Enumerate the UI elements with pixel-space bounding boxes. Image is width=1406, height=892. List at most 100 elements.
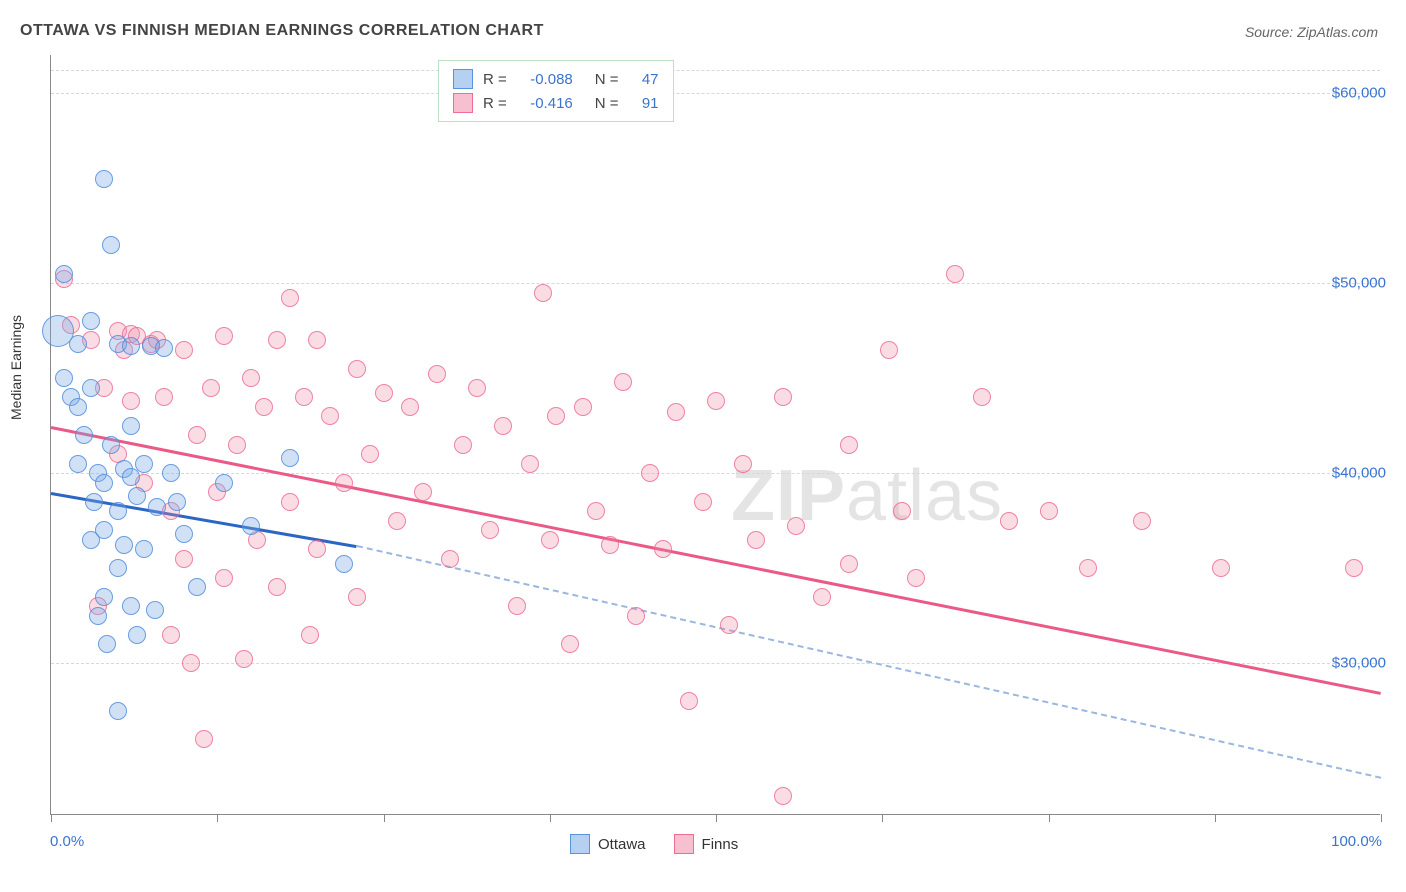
scatter-point (255, 398, 273, 416)
scatter-point (69, 398, 87, 416)
scatter-point (494, 417, 512, 435)
scatter-point (55, 265, 73, 283)
scatter-point (1079, 559, 1097, 577)
scatter-point (188, 578, 206, 596)
scatter-point (1133, 512, 1151, 530)
legend-item-ottawa: Ottawa (570, 834, 646, 854)
scatter-point (128, 487, 146, 505)
scatter-point (215, 327, 233, 345)
scatter-point (641, 464, 659, 482)
scatter-point (946, 265, 964, 283)
scatter-point (813, 588, 831, 606)
scatter-point (135, 455, 153, 473)
scatter-point (1345, 559, 1363, 577)
swatch-pink-icon (453, 93, 473, 113)
chart-title: OTTAWA VS FINNISH MEDIAN EARNINGS CORREL… (20, 22, 544, 40)
scatter-point (162, 626, 180, 644)
scatter-point (893, 502, 911, 520)
scatter-point (122, 417, 140, 435)
scatter-point (109, 559, 127, 577)
scatter-point (348, 360, 366, 378)
scatter-point (281, 449, 299, 467)
scatter-point (335, 555, 353, 573)
scatter-point (98, 635, 116, 653)
scatter-point (521, 455, 539, 473)
scatter-point (454, 436, 472, 454)
scatter-point (587, 502, 605, 520)
y-tick-label: $50,000 (1332, 275, 1386, 292)
scatter-point (441, 550, 459, 568)
scatter-point (361, 445, 379, 463)
scatter-point (335, 474, 353, 492)
scatter-point (747, 531, 765, 549)
scatter-point (601, 536, 619, 554)
stats-r-label: R = (483, 95, 507, 112)
scatter-point (69, 335, 87, 353)
scatter-point (148, 498, 166, 516)
scatter-point (268, 578, 286, 596)
scatter-point (155, 339, 173, 357)
gridline (51, 283, 1380, 284)
stats-n-value: 91 (629, 95, 659, 112)
stats-r-value: -0.416 (517, 95, 573, 112)
scatter-point (880, 341, 898, 359)
y-tick-label: $40,000 (1332, 465, 1386, 482)
scatter-point (481, 521, 499, 539)
scatter-point (175, 341, 193, 359)
scatter-point (301, 626, 319, 644)
scatter-point (321, 407, 339, 425)
scatter-point (840, 555, 858, 573)
scatter-point (295, 388, 313, 406)
scatter-point (69, 455, 87, 473)
x-tick (1381, 814, 1382, 822)
scatter-point (95, 588, 113, 606)
scatter-point (694, 493, 712, 511)
scatter-point (614, 373, 632, 391)
scatter-point (308, 540, 326, 558)
scatter-point (162, 464, 180, 482)
stats-n-value: 47 (629, 71, 659, 88)
y-tick-label: $60,000 (1332, 85, 1386, 102)
scatter-point (89, 607, 107, 625)
scatter-point (774, 787, 792, 805)
scatter-point (109, 502, 127, 520)
scatter-point (401, 398, 419, 416)
swatch-blue-icon (570, 834, 590, 854)
legend-label: Ottawa (598, 836, 646, 853)
scatter-point (235, 650, 253, 668)
gridline (51, 70, 1380, 71)
scatter-point (215, 569, 233, 587)
gridline (51, 93, 1380, 94)
scatter-point (175, 525, 193, 543)
x-tick (1215, 814, 1216, 822)
gridline (51, 473, 1380, 474)
scatter-point (667, 403, 685, 421)
scatter-point (175, 550, 193, 568)
scatter-point (128, 626, 146, 644)
scatter-point (561, 635, 579, 653)
scatter-point (375, 384, 393, 402)
scatter-point (840, 436, 858, 454)
scatter-point (414, 483, 432, 501)
scatter-point (281, 493, 299, 511)
watermark: ZIPatlas (731, 455, 1003, 537)
scatter-point (1040, 502, 1058, 520)
x-tick (51, 814, 52, 822)
stats-n-label: N = (595, 95, 619, 112)
scatter-point (574, 398, 592, 416)
scatter-point (242, 517, 260, 535)
scatter-point (508, 597, 526, 615)
scatter-point (195, 730, 213, 748)
scatter-point (907, 569, 925, 587)
scatter-point (680, 692, 698, 710)
scatter-point (268, 331, 286, 349)
scatter-point (109, 702, 127, 720)
scatter-point (146, 601, 164, 619)
scatter-point (122, 337, 140, 355)
scatter-point (95, 474, 113, 492)
scatter-point (215, 474, 233, 492)
x-tick (550, 814, 551, 822)
scatter-point (102, 236, 120, 254)
x-tick (716, 814, 717, 822)
scatter-point (627, 607, 645, 625)
